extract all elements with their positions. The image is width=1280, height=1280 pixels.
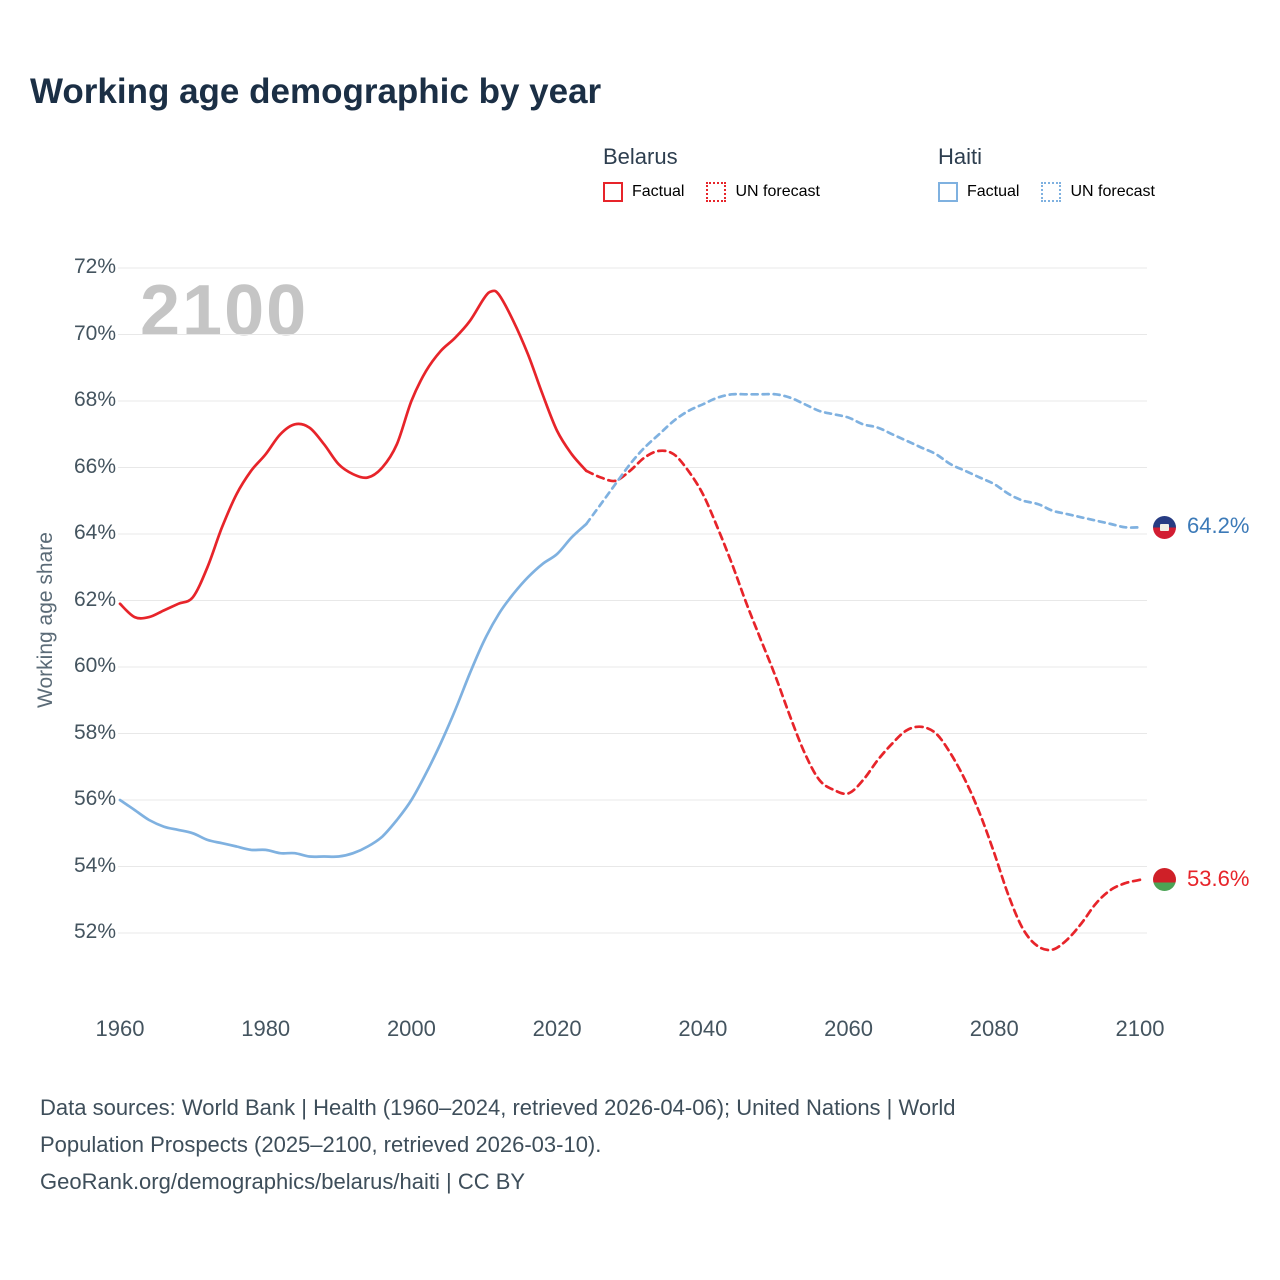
legend-entry-haiti-factual[interactable]: Factual [938, 182, 1019, 202]
y-tick-label: 54% [73, 853, 116, 877]
data-sources-line-2: Population Prospects (2025–2100, retriev… [40, 1132, 602, 1157]
legend-entry-haiti-forecast[interactable]: UN forecast [1041, 182, 1155, 202]
solid-line-swatch-icon [603, 182, 623, 202]
footer: Data sources: World Bank | Health (1960–… [40, 1089, 956, 1200]
y-tick-label: 62% [73, 587, 116, 611]
belarus-flag-icon [1153, 868, 1176, 892]
legend-group-haiti: Haiti Factual UN forecast [938, 144, 1177, 202]
attribution-line: GeoRank.org/demographics/belarus/haiti |… [40, 1169, 526, 1194]
year-watermark: 2100 [140, 271, 309, 351]
legend-group-belarus: Belarus Factual UN forecast [603, 144, 842, 202]
legend-group-title-belarus: Belarus [603, 144, 678, 169]
haiti-emblem [1160, 523, 1169, 531]
legend-entry-label: Factual [967, 183, 1020, 200]
dashed-line-swatch-icon [706, 182, 727, 202]
legend-row-haiti: Factual UN forecast [938, 182, 1177, 202]
x-tick-label: 1960 [95, 1016, 145, 1041]
haiti-flag-icon [1153, 515, 1176, 539]
x-tick-label: 2060 [824, 1016, 874, 1041]
legend-row-belarus: Factual UN forecast [603, 182, 842, 202]
page-title: Working age demographic by year [30, 72, 602, 111]
y-tick-label: 52% [73, 920, 116, 943]
data-sources-line-1: Data sources: World Bank | Health (1960–… [40, 1095, 956, 1120]
x-tick-label: 2040 [678, 1016, 728, 1041]
y-tick-label: 64% [73, 521, 116, 544]
legend-entry-label: Factual [632, 183, 685, 200]
solid-line-swatch-icon [938, 182, 958, 202]
haiti-end-value-label: 64.2% [1187, 513, 1250, 539]
legend-entry-label: UN forecast [735, 183, 820, 200]
legend-group-title-haiti: Haiti [938, 144, 983, 169]
y-tick-label: 70% [73, 321, 116, 345]
y-tick-label: 68% [73, 388, 116, 411]
y-tick-label: 56% [73, 787, 116, 810]
x-tick-label: 2100 [1115, 1016, 1165, 1041]
x-tick-label: 2000 [386, 1016, 436, 1041]
dashed-line-swatch-icon [1041, 182, 1062, 202]
x-tick-label: 2020 [532, 1016, 582, 1041]
belarus-end-value-label: 53.6% [1187, 865, 1250, 891]
legend-entry-belarus-forecast[interactable]: UN forecast [706, 182, 820, 202]
x-tick-label: 1980 [241, 1016, 291, 1041]
y-tick-label: 60% [73, 654, 116, 677]
y-tick-label: 66% [73, 454, 116, 478]
y-tick-label: 58% [73, 720, 116, 744]
legend-entry-label: UN forecast [1070, 183, 1155, 200]
y-tick-label: 72% [73, 255, 116, 278]
legend-entry-belarus-factual[interactable]: Factual [603, 182, 684, 202]
x-tick-label: 2080 [969, 1016, 1019, 1041]
